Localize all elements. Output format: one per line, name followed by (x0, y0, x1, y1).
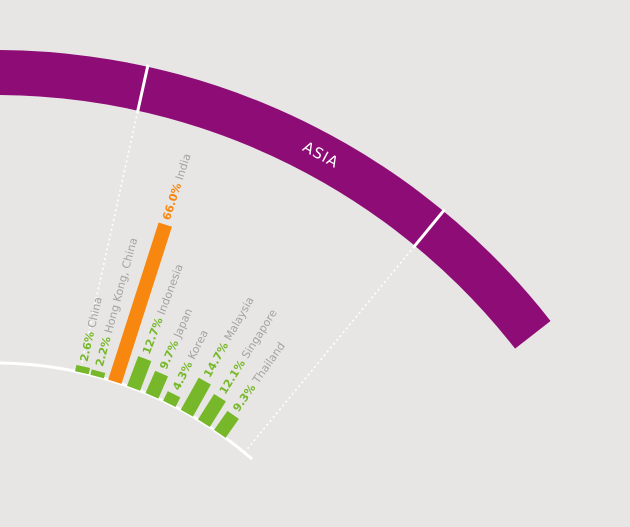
bar-india (108, 222, 172, 384)
bar-rect-china (75, 364, 91, 375)
bar-rect-hong-kong-china (90, 369, 106, 379)
region-separators (135, 64, 446, 249)
bar-malaysia (180, 377, 211, 417)
bar-rect-malaysia (180, 377, 211, 417)
bar-rect-singapore (197, 393, 226, 428)
bar-group (75, 222, 239, 438)
bar-rect-korea (163, 391, 181, 407)
region-band-asia (0, 50, 551, 349)
band-separator-2 (412, 208, 446, 249)
bar-indonesia (127, 356, 152, 391)
bar-hong-kong-china (90, 369, 106, 379)
bar-thailand (214, 410, 239, 438)
bar-rect-thailand (214, 410, 239, 438)
bar-japan (145, 370, 169, 399)
bar-china (75, 364, 91, 375)
band-separator-1 (135, 64, 150, 113)
bar-rect-japan (145, 370, 169, 399)
bar-rect-indonesia (127, 356, 152, 391)
bar-singapore (197, 393, 226, 428)
bar-korea (163, 391, 181, 407)
bar-rect-india (108, 222, 172, 384)
bar-baseline-arc (0, 361, 254, 461)
